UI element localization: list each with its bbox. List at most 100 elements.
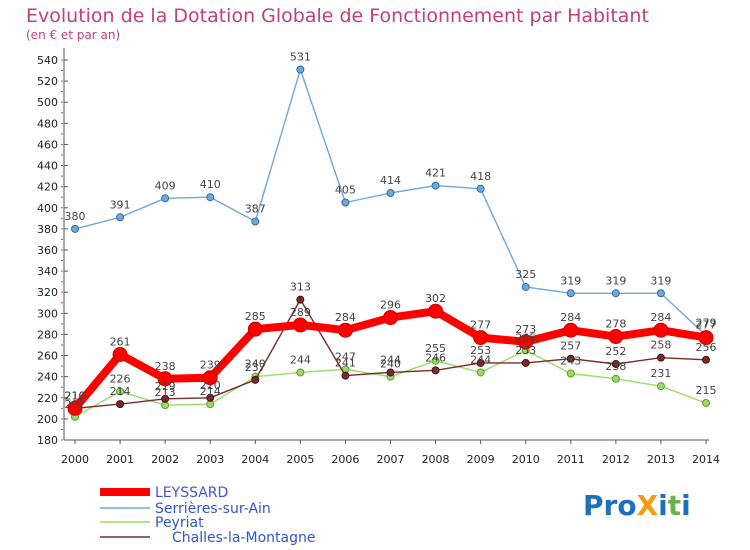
data-point [611,360,620,368]
y-tick-label: 220 [37,392,58,405]
data-point [521,358,530,367]
logo-text: ProXiti [583,489,691,522]
y-tick-label: 200 [37,413,58,426]
data-point [428,303,444,319]
data-point [566,369,575,378]
data-point [157,371,173,387]
data-label: 289 [290,306,311,319]
data-point [431,181,440,190]
data-label: 253 [470,344,491,357]
legend-label: Serrières-sur-Ain [155,501,271,517]
x-tick-label: 2008 [422,453,450,466]
data-label: 244 [470,353,491,366]
y-tick-label: 340 [37,265,58,278]
data-label: 226 [110,372,131,385]
data-label: 261 [110,336,131,349]
y-tick-label: 440 [37,160,58,173]
data-label: 418 [470,170,491,183]
data-point [386,189,395,197]
data-label: 240 [245,358,266,371]
x-tick-label: 2000 [61,453,89,466]
y-tick-label: 420 [37,181,58,194]
axes: 180 200 220 240 260 280 300 320 340 360 380 400 420 4… [37,48,720,466]
data-label: 215 [696,384,717,397]
x-tick-label: 2004 [241,453,269,466]
data-label: 244 [290,353,311,366]
x-tick-label: 2011 [557,453,585,466]
x-tick-label: 2003 [196,453,224,466]
data-label: 238 [155,360,176,373]
data-label: 284 [335,311,356,324]
data-label: 239 [200,359,221,372]
data-point [251,375,260,384]
y-tick-label: 180 [37,434,58,447]
data-point [206,393,215,402]
data-label: 237 [245,361,266,374]
legend-label: Peyriat [155,515,204,531]
data-point [476,358,485,367]
data-label: 213 [155,386,176,399]
data-point [116,400,125,409]
y-tick-label: 520 [37,75,58,88]
y-tick-label: 500 [37,96,58,109]
data-point [653,322,669,338]
data-point [296,65,305,74]
data-point [473,330,489,346]
data-label: 238 [605,360,626,373]
data-label: 421 [425,167,446,180]
x-tick-label: 2005 [286,453,314,466]
data-label: 319 [560,274,581,287]
data-label: 257 [560,340,581,353]
data-label: 202 [65,398,86,411]
data-label: 273 [515,323,536,336]
data-label: 258 [650,339,671,352]
data-label: 277 [470,319,491,332]
series-layer [67,65,714,421]
data-label: 231 [650,367,671,380]
legend-label: LEYSSARD [155,485,228,501]
data-label: 220 [200,379,221,392]
x-tick-label: 2013 [647,453,675,466]
chart-title: Evolution de la Dotation Globale de Fonc… [26,5,649,27]
data-label: 380 [65,210,86,223]
data-label: 252 [605,345,626,358]
data-labels: 380 391 409 410 387 531 405 414 421 418 325 319 319 3… [65,51,717,411]
data-point [566,354,575,363]
series-line-1 [74,68,707,337]
data-point [337,322,353,338]
legend: LEYSSARDSerrières-sur-AinPeyriatChalles-… [100,485,315,546]
data-point [206,193,215,202]
data-point [611,289,620,298]
data-label: 244 [380,353,401,366]
data-point [476,184,485,193]
data-label: 278 [605,318,626,331]
data-label: 214 [200,385,221,398]
data-label: 414 [380,174,401,187]
y-tick-label: 240 [37,371,58,384]
data-point [116,213,125,222]
x-tick-label: 2002 [151,453,179,466]
data-point [292,317,308,333]
data-label: 296 [380,299,401,312]
y-tick-label: 480 [37,117,58,130]
data-point [341,371,350,380]
data-point [112,347,128,362]
data-point [656,353,665,362]
data-point [296,368,305,377]
y-tick-label: 320 [37,286,58,299]
data-label: 240 [380,358,401,371]
x-tick-label: 2012 [602,453,630,466]
data-point [161,394,170,403]
data-point [476,368,485,377]
data-label: 210 [65,389,86,402]
data-label: 255 [425,342,446,355]
x-tick-label: 2010 [512,453,540,466]
data-label: 319 [650,274,671,287]
data-point [521,282,530,291]
data-label: 277 [696,319,717,332]
data-point [341,198,350,207]
y-tick-label: 400 [37,202,58,215]
proxiti-logo: ProXiti [583,489,691,522]
data-label: 279 [696,317,717,330]
